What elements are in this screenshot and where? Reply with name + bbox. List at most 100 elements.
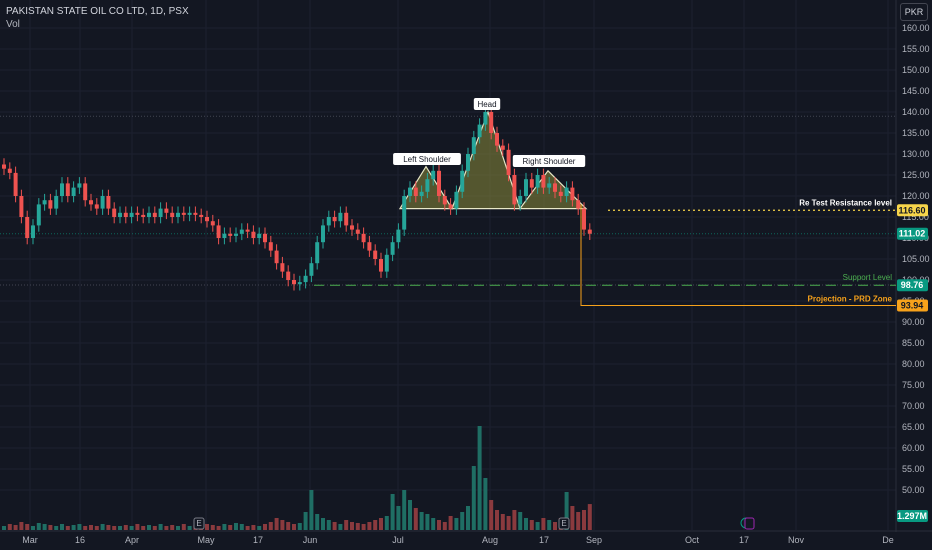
candle-body	[448, 204, 453, 209]
volume-bar	[286, 522, 291, 530]
volume-bar	[587, 504, 592, 530]
candle-body	[338, 212, 343, 222]
volume-bar	[77, 524, 82, 530]
candle-body	[379, 259, 383, 272]
candle-body	[181, 212, 186, 215]
volume-bar	[274, 518, 279, 530]
volume-bar	[176, 526, 180, 530]
candle-body	[31, 225, 35, 238]
candle-body	[489, 112, 494, 133]
volume-bar	[147, 525, 151, 530]
price-tick-label: 140.00	[902, 107, 930, 117]
price-tick-label: 145.00	[902, 86, 930, 96]
volume-bar	[384, 516, 389, 530]
volume-bar	[60, 524, 64, 530]
volume-bar	[460, 512, 465, 530]
candle-body	[321, 225, 325, 243]
price-tick-label: 50.00	[902, 485, 925, 495]
volume-bar	[454, 518, 459, 530]
candle-body	[205, 217, 209, 222]
candle-body	[48, 200, 53, 209]
candle-body	[344, 212, 349, 226]
candle-body	[408, 187, 412, 196]
volume-bar	[71, 525, 76, 530]
volume-bar	[234, 523, 238, 530]
left-shoulder-label-box	[393, 153, 461, 165]
candle-body	[7, 168, 12, 173]
volume-bar	[448, 516, 453, 530]
price-tick-label: 155.00	[902, 44, 930, 54]
volume-bar	[442, 522, 447, 530]
volume-bar	[338, 524, 343, 530]
volume-bar	[118, 526, 122, 530]
price-badge	[897, 510, 928, 522]
price-tick-label: 125.00	[902, 170, 930, 180]
volume-bar	[419, 512, 424, 530]
candle-body	[431, 170, 436, 180]
volume-bar	[123, 525, 128, 530]
candle-body	[558, 191, 563, 196]
candle-body	[483, 112, 488, 125]
volume-bar	[36, 523, 41, 530]
time-axis-label: Nov	[788, 535, 805, 545]
candle-body	[89, 200, 93, 205]
candle-body	[297, 282, 302, 285]
volume-bar	[222, 524, 227, 530]
time-axis-label: Jul	[392, 535, 404, 545]
candle-body	[355, 229, 360, 234]
volume-bar	[437, 520, 441, 530]
volume-bar	[152, 526, 157, 530]
candle-body	[384, 254, 389, 272]
candle-body	[164, 208, 169, 213]
projection-line	[580, 204, 896, 306]
candle-body	[257, 233, 262, 238]
candle-body	[100, 196, 105, 209]
candle-body	[413, 187, 418, 196]
candle-body	[141, 214, 146, 217]
candle-body	[350, 225, 354, 230]
price-tick-label: 80.00	[902, 359, 925, 369]
volume-bar	[42, 524, 47, 530]
price-badge-text: 93.94	[901, 300, 924, 310]
candle-body	[512, 175, 517, 205]
volume-bar	[245, 526, 250, 530]
volume-bar	[547, 520, 552, 530]
candle-body	[309, 263, 314, 276]
price-badge	[897, 204, 928, 217]
price-badge-text: 116.60	[898, 205, 925, 215]
time-axis-label: 17	[253, 535, 263, 545]
price-tick-label: 65.00	[902, 422, 925, 432]
candle-body	[402, 196, 407, 230]
candle-body	[553, 183, 557, 192]
volume-bar	[506, 516, 511, 530]
candle-body	[587, 229, 592, 234]
chart-header: PAKISTAN STATE OIL CO LTD, 1D, PSX Vol	[6, 6, 189, 30]
volume-bar	[65, 526, 70, 530]
volume-bar	[181, 524, 186, 530]
candle-body	[547, 183, 552, 188]
candle-body	[292, 280, 296, 285]
candle-body	[315, 242, 320, 264]
price-tick-label: 115.00	[902, 212, 929, 222]
volume-bar	[535, 522, 540, 530]
currency-button[interactable]: PKR	[900, 3, 928, 21]
volume-bar	[31, 526, 35, 530]
volume-bar	[373, 520, 378, 530]
price-tick-label: 160.00	[902, 23, 930, 33]
support-label: Support Level	[843, 273, 893, 282]
candle-body	[454, 191, 459, 209]
time-axis-label: Jun	[303, 535, 318, 545]
candle-body	[576, 200, 581, 209]
candle-body	[564, 187, 569, 196]
volume-bar	[471, 466, 476, 530]
price-tick-label: 150.00	[902, 65, 930, 75]
candle-body	[263, 233, 267, 243]
price-tick-label: 60.00	[902, 443, 925, 453]
candle-body	[129, 212, 134, 217]
volume-bar	[216, 526, 221, 530]
price-tick-label: 105.00	[902, 254, 930, 264]
volume-bar	[268, 522, 273, 530]
candle-body	[199, 214, 204, 217]
